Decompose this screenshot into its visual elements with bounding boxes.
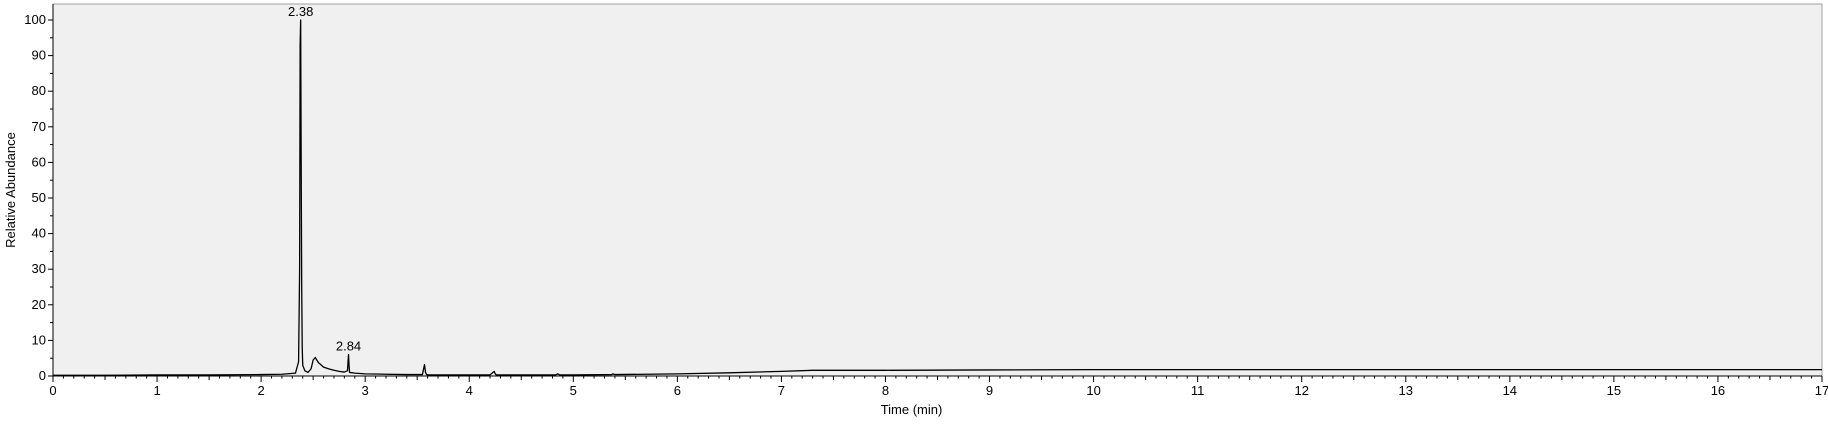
x-tick-label: 1 (153, 383, 160, 398)
x-tick-label: 15 (1607, 383, 1621, 398)
y-tick-label: 50 (32, 190, 46, 205)
x-minor-ticks (52, 376, 1823, 382)
x-tick-label: 0 (49, 383, 56, 398)
x-tick-label: 9 (986, 383, 993, 398)
y-tick-label: 30 (32, 261, 46, 276)
peak-annotations: 2.38 2.84 (288, 4, 361, 354)
x-tick-label: 17 (1815, 383, 1828, 398)
x-tick-label: 14 (1503, 383, 1517, 398)
x-tick-label: 3 (362, 383, 369, 398)
x-tick-label: 13 (1399, 383, 1413, 398)
y-axis-ticks: 0 10 20 30 40 50 60 70 80 90 100 (24, 12, 53, 383)
x-tick-label: 8 (882, 383, 889, 398)
y-tick-label: 20 (32, 297, 46, 312)
x-tick-label: 2 (258, 383, 265, 398)
y-tick-label: 40 (32, 226, 46, 241)
y-tick-label: 100 (24, 12, 46, 27)
x-tick-label: 4 (466, 383, 473, 398)
x-axis-ticks: 0 1 2 3 4 5 6 7 8 9 10 11 12 13 14 15 16 17 (49, 383, 1828, 398)
x-tick-label: 5 (570, 383, 577, 398)
x-tick-label: 7 (778, 383, 785, 398)
x-tick-label: 10 (1086, 383, 1100, 398)
y-tick-label: 80 (32, 83, 46, 98)
x-axis-title: Time (min) (881, 402, 943, 417)
x-tick-label: 12 (1294, 383, 1308, 398)
chromatogram-trace (53, 19, 1822, 376)
y-tick-label: 10 (32, 332, 46, 347)
x-tick-label: 11 (1191, 383, 1205, 398)
y-tick-label: 0 (39, 368, 46, 383)
y-tick-label: 60 (32, 154, 46, 169)
y-tick-label: 90 (32, 48, 46, 63)
y-axis-title: Relative Abundance (3, 132, 18, 248)
plot-background (52, 3, 1823, 377)
x-tick-label: 16 (1711, 383, 1725, 398)
y-tick-label: 70 (32, 119, 46, 134)
peak-label: 2.84 (336, 339, 361, 354)
x-tick-label: 6 (674, 383, 681, 398)
peak-label: 2.38 (288, 4, 313, 19)
